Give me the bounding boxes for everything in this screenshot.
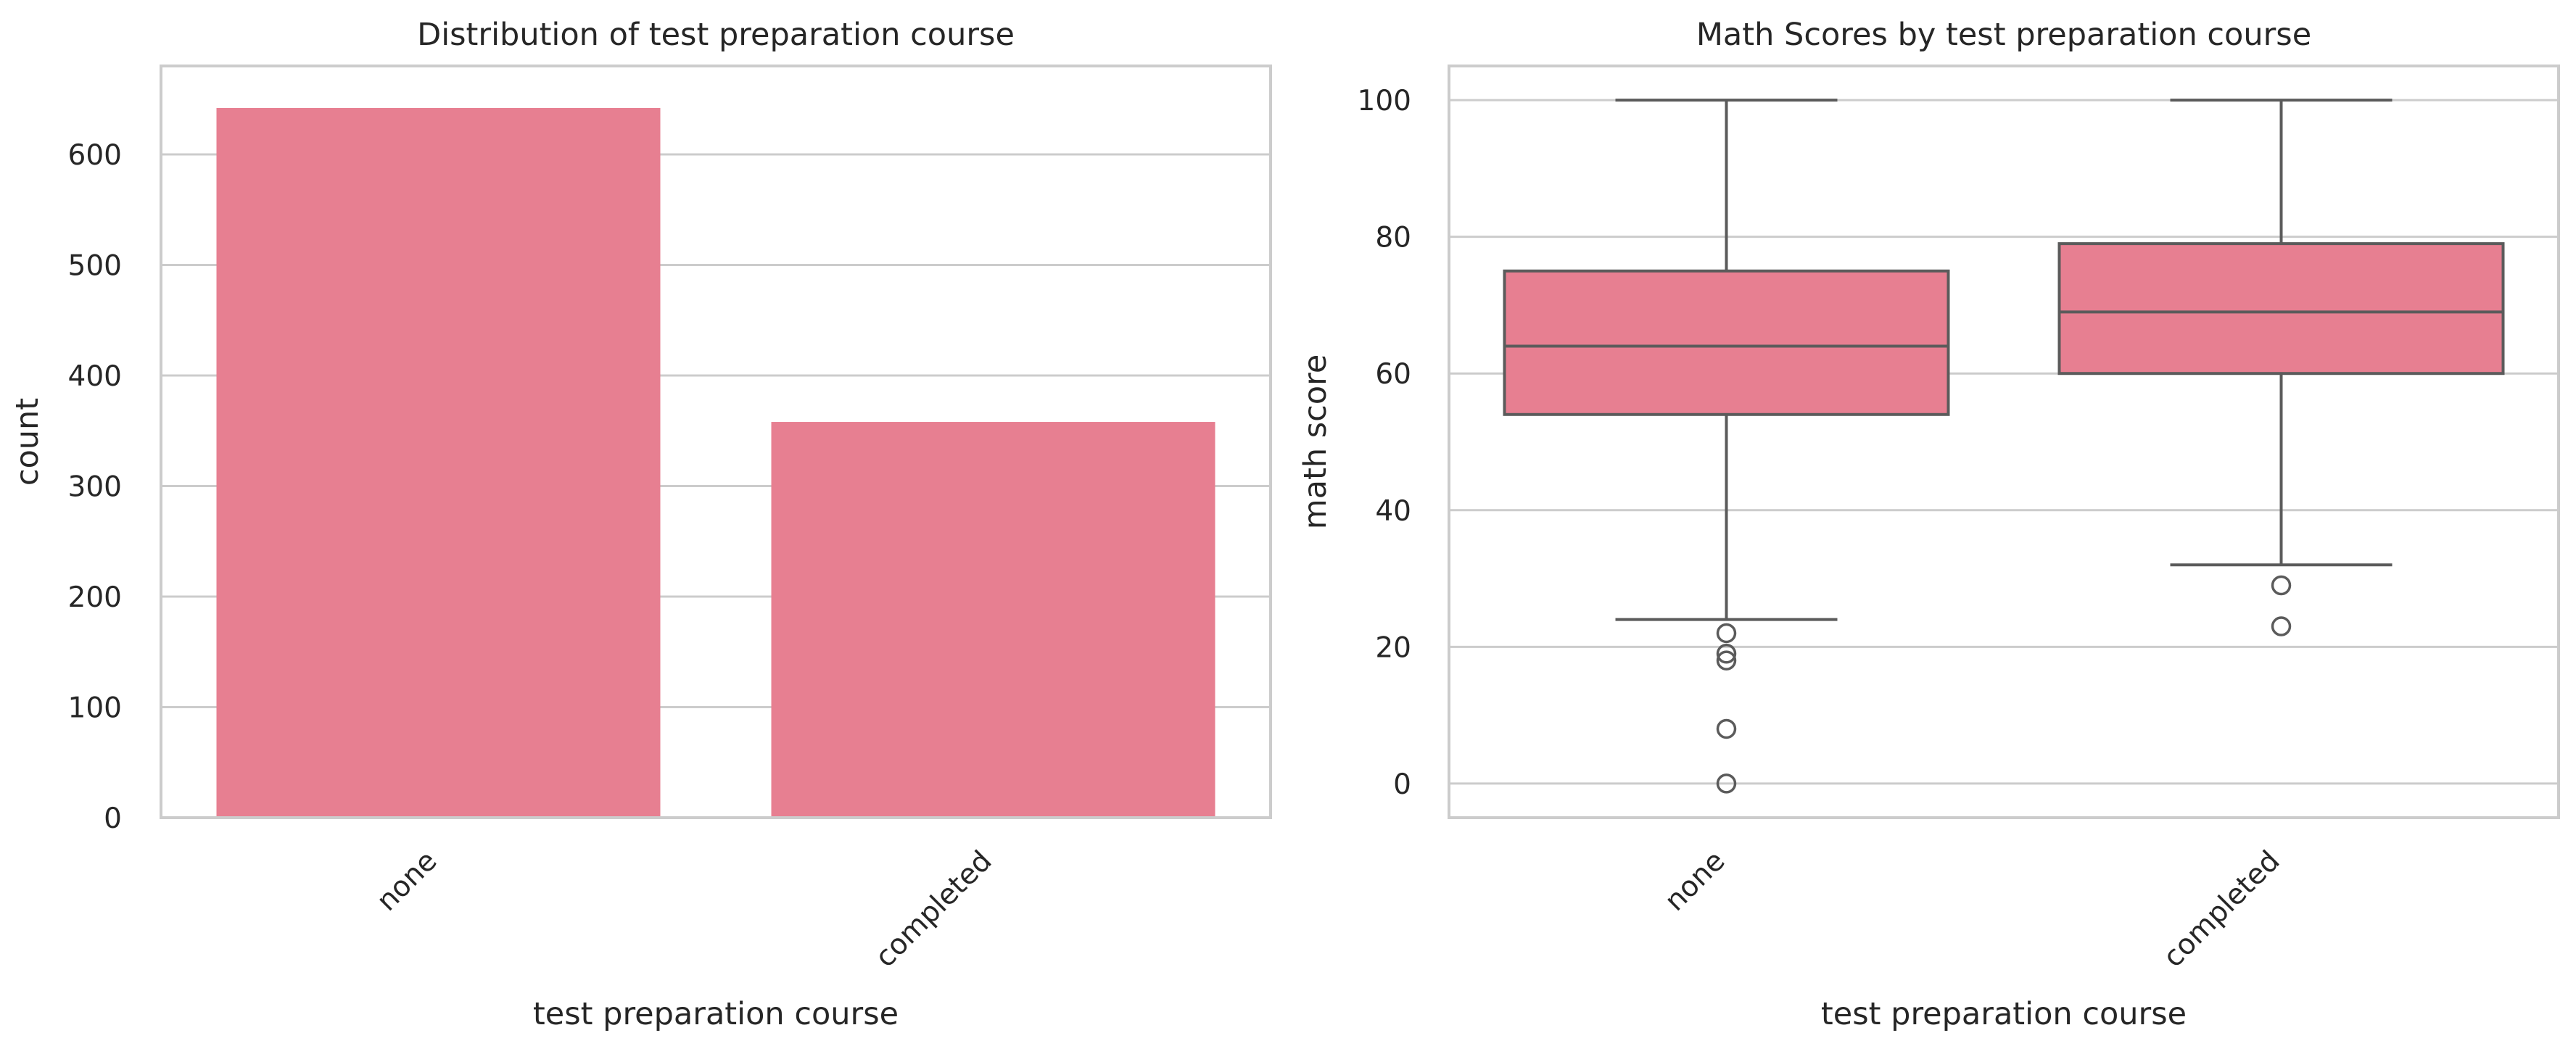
bar-completed xyxy=(771,422,1215,818)
y-tick-label: 80 xyxy=(1375,222,1411,254)
plot-area xyxy=(1449,66,2559,818)
chart-title: Math Scores by test preparation course xyxy=(1696,17,2311,53)
box-none xyxy=(1503,269,1950,416)
plot-frame xyxy=(160,65,1272,819)
outlier-point xyxy=(1716,773,1737,794)
chart-title: Distribution of test preparation course xyxy=(417,17,1015,53)
x-axis-label: test preparation course xyxy=(533,996,899,1032)
y-tick-label: 500 xyxy=(68,250,122,283)
bars xyxy=(216,107,1215,818)
outlier-point xyxy=(1716,718,1737,739)
outlier-point xyxy=(2271,575,2292,596)
y-tick-label: 100 xyxy=(68,692,122,725)
y-tick-label: 40 xyxy=(1375,495,1411,528)
y-tick-label: 600 xyxy=(68,139,122,172)
y-tick-label: 0 xyxy=(1393,768,1411,801)
outlier-point xyxy=(1716,643,1737,664)
y-tick-labels: 0 20 40 60 80 100 xyxy=(1358,85,1411,801)
bar-none xyxy=(216,107,661,818)
y-tick-label: 0 xyxy=(104,802,122,835)
y-axis-label: count xyxy=(9,398,46,486)
y-tick-label: 400 xyxy=(68,360,122,393)
y-tick-label: 60 xyxy=(1375,358,1411,391)
y-tick-label: 20 xyxy=(1375,631,1411,664)
boxes xyxy=(1503,99,2505,794)
box-completed xyxy=(2057,242,2505,375)
plot-frame xyxy=(1448,65,2560,819)
y-axis-label: math score xyxy=(1297,354,1334,530)
outlier-point xyxy=(2271,616,2292,636)
x-axis-label: test preparation course xyxy=(1821,996,2187,1032)
y-tick-label: 300 xyxy=(68,471,122,504)
y-tick-label: 200 xyxy=(68,581,122,614)
y-tick-labels: 0 100 200 300 400 500 600 xyxy=(68,139,122,835)
y-tick-label: 100 xyxy=(1358,85,1411,117)
outlier-point xyxy=(1716,623,1737,644)
outlier-point xyxy=(1716,650,1737,671)
